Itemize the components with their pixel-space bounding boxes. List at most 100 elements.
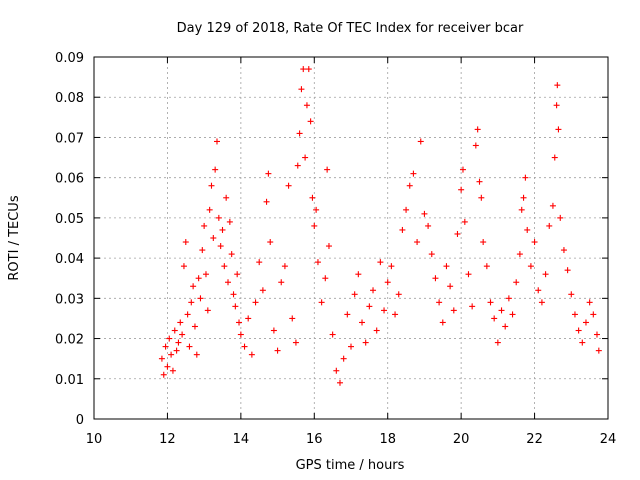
data-point <box>522 174 529 181</box>
data-point <box>392 311 399 318</box>
data-point <box>215 214 222 221</box>
y-tick-label: 0.09 <box>55 51 84 66</box>
data-point <box>237 331 244 338</box>
y-tick-label: 0.01 <box>55 373 84 388</box>
data-point <box>230 291 237 298</box>
data-point <box>195 275 202 282</box>
data-point <box>516 251 523 258</box>
data-point <box>417 138 424 145</box>
ticks-layer: 10 12 14 16 18 20 22 24 0 0.01 0.02 0.03 0.04 0.05 0.0… <box>55 51 616 447</box>
data-point <box>509 311 516 318</box>
data-point <box>568 291 575 298</box>
data-point <box>281 263 288 270</box>
data-point <box>575 327 582 334</box>
data-point <box>302 154 309 161</box>
data-point <box>180 263 187 270</box>
data-point <box>158 355 165 362</box>
x-tick-label: 16 <box>306 432 323 447</box>
data-point <box>355 271 362 278</box>
data-point <box>325 243 332 250</box>
data-point <box>344 311 351 318</box>
data-point <box>476 178 483 185</box>
data-point <box>300 66 307 73</box>
data-point <box>179 331 186 338</box>
grid-layer <box>94 57 608 419</box>
data-point <box>432 275 439 282</box>
data-point <box>388 263 395 270</box>
data-point <box>474 126 481 133</box>
data-point <box>184 311 191 318</box>
data-point <box>535 287 542 294</box>
y-axis-label: ROTI / TECUs <box>7 195 22 280</box>
x-tick-label: 18 <box>379 432 396 447</box>
data-point <box>403 206 410 213</box>
data-point <box>248 351 255 358</box>
data-point <box>169 367 176 374</box>
data-point <box>414 239 421 246</box>
data-point <box>406 182 413 189</box>
y-tick-label: 0.05 <box>55 212 84 227</box>
data-point <box>518 206 525 213</box>
data-point <box>450 307 457 314</box>
data-point <box>538 299 545 306</box>
data-point <box>428 251 435 258</box>
data-point <box>324 166 331 173</box>
data-point <box>199 247 206 254</box>
data-point <box>307 118 314 125</box>
data-point <box>252 299 259 306</box>
data-point <box>557 214 564 221</box>
data-point <box>560 247 567 254</box>
data-point <box>436 299 443 306</box>
data-point <box>542 271 549 278</box>
data-point <box>166 335 173 342</box>
data-point <box>336 379 343 386</box>
data-point <box>202 271 209 278</box>
data-point <box>395 291 402 298</box>
data-point <box>175 339 182 346</box>
data-point <box>505 295 512 302</box>
data-point <box>333 367 340 374</box>
data-point <box>348 343 354 350</box>
data-point <box>223 194 230 201</box>
data-point <box>498 307 505 314</box>
data-point <box>309 194 316 201</box>
data-point <box>206 206 213 213</box>
data-point <box>228 251 235 258</box>
data-point <box>294 162 301 169</box>
data-point <box>219 226 226 233</box>
data-point <box>318 299 325 306</box>
data-point <box>366 303 373 310</box>
data-point <box>527 263 534 270</box>
data-point <box>478 194 485 201</box>
data-point <box>554 82 561 89</box>
data-point <box>256 259 263 266</box>
data-point <box>259 287 266 294</box>
data-point <box>285 182 292 189</box>
data-point <box>553 102 560 109</box>
data-point <box>305 66 312 73</box>
x-tick-label: 12 <box>159 432 176 447</box>
data-point <box>458 186 465 193</box>
data-point <box>217 243 224 250</box>
x-tick-label: 24 <box>600 432 617 447</box>
data-point <box>188 299 195 306</box>
data-point <box>494 339 501 346</box>
data-point <box>190 283 197 290</box>
data-point <box>213 138 220 145</box>
data-point <box>425 222 432 229</box>
data-point <box>245 315 252 322</box>
data-point <box>370 287 377 294</box>
data-point <box>459 166 466 173</box>
data-point <box>546 222 553 229</box>
data-point <box>329 331 336 338</box>
data-point <box>454 230 461 237</box>
data-point <box>582 319 589 326</box>
data-point <box>177 319 184 326</box>
data-point <box>469 303 476 310</box>
data-point <box>278 279 285 286</box>
data-point <box>236 319 243 326</box>
data-point <box>168 351 175 358</box>
data-point <box>298 86 305 93</box>
data-point <box>173 347 180 354</box>
data-point <box>186 343 193 350</box>
